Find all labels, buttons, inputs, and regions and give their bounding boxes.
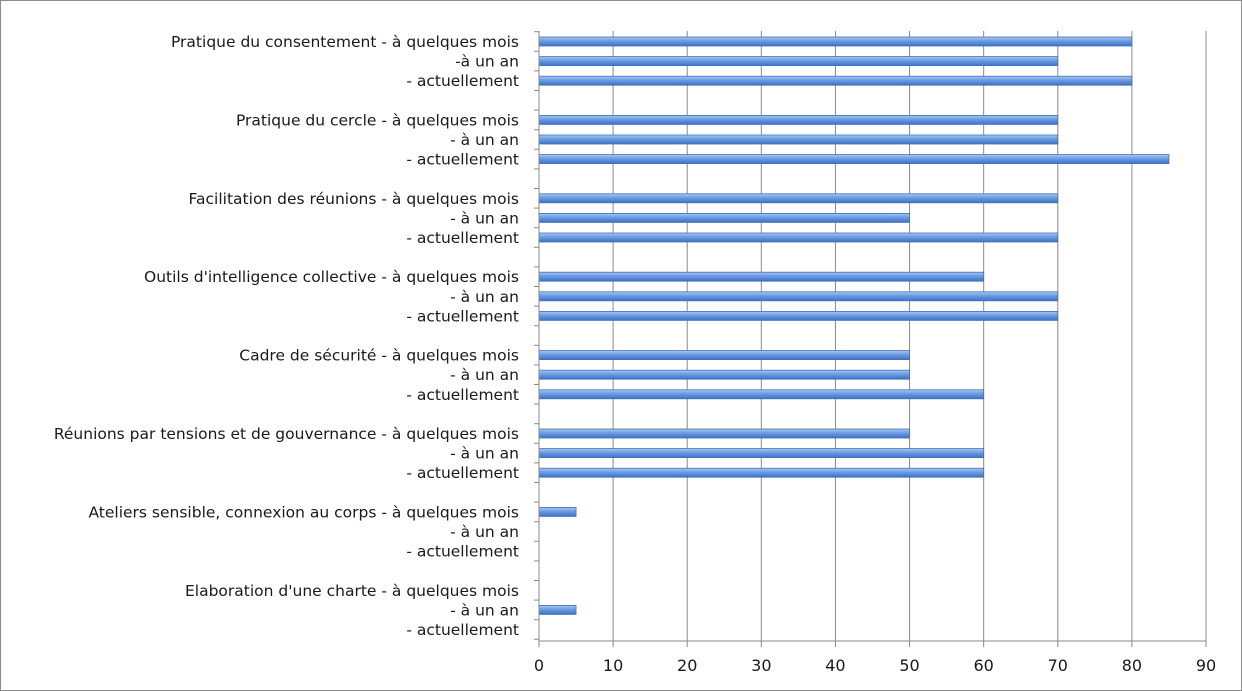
bar [538,232,1059,243]
category-label: - actuellement [406,307,519,325]
x-tick-label: 40 [825,656,845,675]
bar [538,310,1059,321]
category-label: Elaboration d'une charte - à quelques mo… [185,582,519,600]
category-label: - à un an [450,131,519,149]
bar [538,212,910,223]
bar [538,369,910,380]
x-tick-labels: 0 10 20 30 40 50 60 70 80 90 [534,656,1216,675]
axes [534,31,1207,647]
bars [538,36,1170,615]
x-tick-label: 90 [1196,656,1216,675]
category-label: - à un an [450,366,519,384]
category-label: - actuellement [406,386,519,404]
x-tick-label: 20 [677,656,697,675]
bar [538,428,910,439]
x-tick-label: 50 [899,656,919,675]
bar [538,36,1133,47]
category-label: Pratique du cercle - à quelques mois [236,111,519,129]
bar [538,75,1133,86]
category-label: Pratique du consentement - à quelques mo… [171,33,519,51]
category-label: - actuellement [406,543,519,561]
x-tick-label: 60 [973,656,993,675]
bar [538,448,985,459]
bar [538,154,1170,165]
x-tick-label: 10 [603,656,623,675]
x-tick-label: 30 [751,656,771,675]
category-labels: Pratique du consentement - à quelques mo… [54,33,519,639]
category-label: Outils d'intelligence collective - à que… [144,268,519,286]
x-tick-label: 0 [534,656,544,675]
category-label: -à un an [455,53,519,71]
category-label: - à un an [450,601,519,619]
category-label: - actuellement [406,151,519,169]
category-label: Cadre de sécurité - à quelques mois [239,347,519,365]
bar [538,271,985,282]
bar [538,605,577,615]
category-label: Facilitation des réunions - à quelques m… [189,190,519,208]
category-label: - actuellement [406,72,519,90]
x-tick-label: 80 [1122,656,1142,675]
bar [538,389,985,400]
bar [538,56,1059,66]
category-label: - actuellement [406,464,519,482]
bar [538,193,1059,204]
category-label: - à un an [450,523,519,541]
x-tick-label: 70 [1048,656,1068,675]
category-label: - à un an [450,445,519,463]
bar [538,350,910,361]
category-label: Réunions par tensions et de gouvernance … [54,425,519,443]
category-label: - à un an [450,209,519,227]
bar [538,506,577,517]
category-label: - à un an [450,288,519,306]
category-label: - actuellement [406,621,519,639]
category-label: - actuellement [406,229,519,247]
category-label: Ateliers sensible, connexion au corps - … [88,503,519,521]
bar [538,115,1059,125]
bar [538,134,1059,145]
bar [538,467,985,478]
gridlines [612,31,1207,641]
bar [538,291,1059,302]
